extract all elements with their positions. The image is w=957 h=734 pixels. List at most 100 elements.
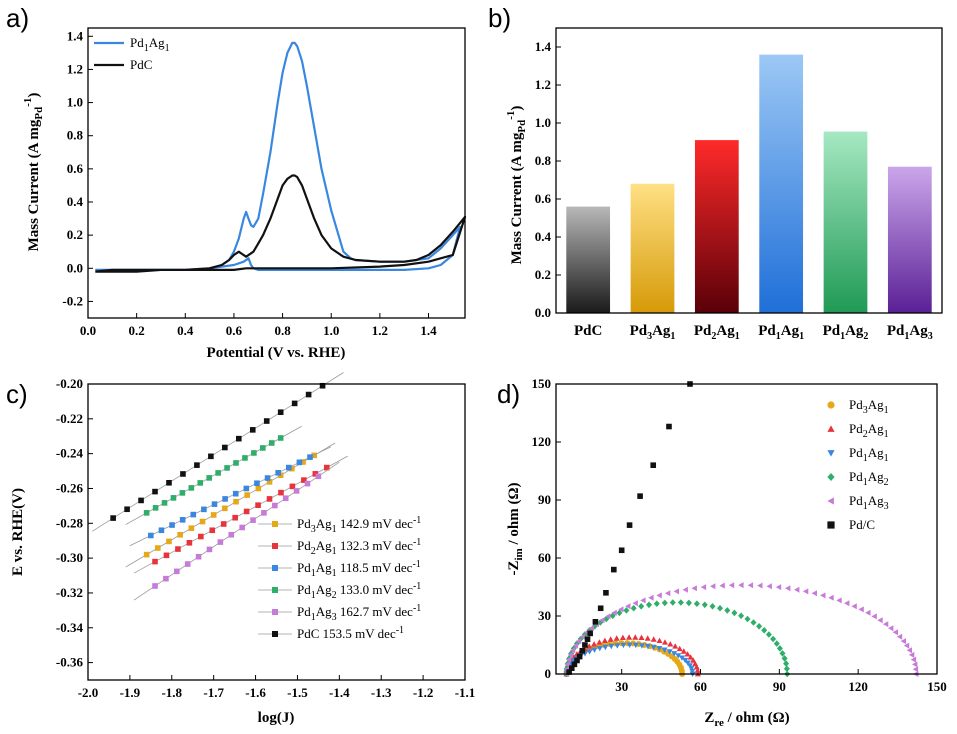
panel-d-point <box>888 625 894 632</box>
panel-c-point <box>261 510 267 516</box>
panel-c-point <box>220 521 227 527</box>
panel-b-ytick-label: 1.0 <box>535 115 551 130</box>
panel-d-ytick-label: 150 <box>532 376 552 391</box>
panel-b-ytick-label: 1.4 <box>535 39 552 54</box>
panel-a-ylabel: Mass Current (A mgPd-1) <box>22 93 45 252</box>
panel-d-point <box>844 600 850 607</box>
panel-d-point <box>648 594 654 601</box>
panel-c-point <box>260 445 266 451</box>
panel-c-legend-label: PdC 153.5 mV dec-1 <box>297 625 404 641</box>
panel-c-point <box>255 502 261 508</box>
panel-b-ytick-label: 0.4 <box>535 229 552 244</box>
panel-d-point <box>599 617 605 624</box>
panel-a-label: a) <box>6 3 29 33</box>
panel-d-legend-marker <box>827 521 835 529</box>
panel-d-point <box>802 588 809 595</box>
panel-b-ytick-label: 0.2 <box>535 267 551 282</box>
panel-a-legend-label: PdC <box>130 57 152 72</box>
panel-c-point <box>152 488 158 495</box>
panel-d-point <box>567 651 573 658</box>
panel-d-point <box>638 603 645 610</box>
panel-d: d) 30 60 90 120 150 0 30 60 90 120 150 Zre / ohm (… <box>497 376 947 729</box>
panel-d-point <box>687 654 694 660</box>
panel-c-point <box>188 485 195 491</box>
panel-c-point <box>296 459 303 466</box>
panel-c-fit-line <box>125 425 302 525</box>
panel-d-point <box>761 627 768 634</box>
panel-d-ytick-label: 60 <box>538 550 551 565</box>
panel-d-point <box>591 647 598 653</box>
panel-d-ytick-label: 120 <box>532 434 552 449</box>
panel-c-point <box>190 511 197 518</box>
panel-d-point <box>731 609 738 617</box>
panel-c-point <box>285 464 292 471</box>
panel-c-xtick-label: -1.7 <box>203 685 224 700</box>
panel-d-legend-label: Pd2Ag1 <box>849 421 889 440</box>
panel-d-point <box>667 641 674 647</box>
panel-d-point <box>626 522 633 528</box>
bar-4 <box>823 131 868 313</box>
panel-c-point <box>277 409 284 416</box>
panel-d-point <box>623 607 630 614</box>
panel-c-point <box>211 501 218 507</box>
panel-a-xtick-label: 0.2 <box>129 323 145 338</box>
panel-d-point <box>682 586 688 593</box>
panel-a-xtick-label: 1.4 <box>420 323 437 338</box>
panel-c-xtick-label: -1.3 <box>371 685 392 700</box>
panel-d-ytick-label: 90 <box>538 492 551 507</box>
panel-c-point <box>152 558 158 565</box>
bar-category-label: Pd1Ag1 <box>758 323 804 342</box>
bar-category-label: PdC <box>574 323 602 339</box>
panel-d-point <box>694 667 701 673</box>
panel-d-point <box>747 582 754 589</box>
panel-c-point <box>161 500 168 506</box>
panel-c-xtick-label: -1.4 <box>329 685 350 700</box>
panel-c-point <box>210 512 217 518</box>
panel-c-point <box>138 497 144 504</box>
panel-d-point <box>679 655 685 661</box>
panel-c-point <box>255 485 262 492</box>
panel-c-legend-label: Pd1Ag2 133.0 mV dec-1 <box>297 581 421 601</box>
panel-d-point <box>656 592 662 599</box>
panel-d-point <box>693 664 700 670</box>
panel-d-point <box>700 584 707 591</box>
panel-c-point <box>319 382 326 389</box>
panel-d-point <box>689 668 696 675</box>
panel-c-ytick-label: -0.36 <box>56 655 84 670</box>
panel-b-ytick-label: 1.2 <box>535 77 551 92</box>
panel-c-point <box>243 508 250 515</box>
panel-d-point <box>579 648 586 654</box>
panel-d-point <box>851 603 857 610</box>
panel-c-xlabel: log(J) <box>258 710 295 726</box>
panel-c-point <box>315 473 322 480</box>
panel-d-legend-label: Pd/C <box>849 517 875 532</box>
panel-d-point <box>638 643 645 649</box>
panel-d-point <box>579 633 586 640</box>
panel-d-point <box>785 585 791 592</box>
panel-c-point <box>305 391 312 398</box>
panel-c-point <box>177 531 183 538</box>
panel-d-point <box>603 590 609 596</box>
panel-c-point <box>300 459 306 465</box>
panel-d-legend-label: Pd1Ag3 <box>849 493 889 512</box>
panel-d-point <box>709 603 716 610</box>
panel-c-point <box>201 506 207 513</box>
panel-d-point <box>673 588 679 595</box>
panel-d-point <box>710 583 716 590</box>
panel-c-ytick-label: -0.28 <box>56 515 84 530</box>
panel-d-point <box>910 656 917 663</box>
panel-c-point <box>174 568 180 575</box>
panel-d-point <box>871 613 877 620</box>
panel-c-point <box>254 480 260 487</box>
panel-a-ytick-label: 0.4 <box>67 194 84 209</box>
panel-d-point <box>601 637 608 643</box>
panel-d-point <box>811 590 817 597</box>
panel-d-xtick-label: 120 <box>848 679 868 694</box>
panel-d-ytick-label: 30 <box>538 608 551 623</box>
bar-0 <box>566 206 611 313</box>
panel-c-legend-marker <box>272 521 278 527</box>
panel-c-point <box>170 495 177 501</box>
panel-c-point <box>186 539 193 546</box>
panel-d-point <box>690 657 697 663</box>
panel-d-point <box>611 566 617 573</box>
